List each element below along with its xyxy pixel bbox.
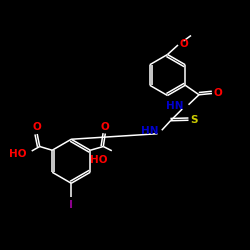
Text: S: S: [190, 115, 198, 125]
Text: O: O: [179, 40, 188, 50]
Text: O: O: [214, 88, 222, 99]
Text: HO: HO: [90, 155, 108, 165]
Text: I: I: [69, 200, 73, 210]
Text: HO: HO: [9, 149, 27, 159]
Text: HN: HN: [166, 101, 184, 111]
Text: O: O: [101, 122, 110, 132]
Text: O: O: [33, 122, 42, 132]
Text: HN: HN: [140, 126, 158, 136]
